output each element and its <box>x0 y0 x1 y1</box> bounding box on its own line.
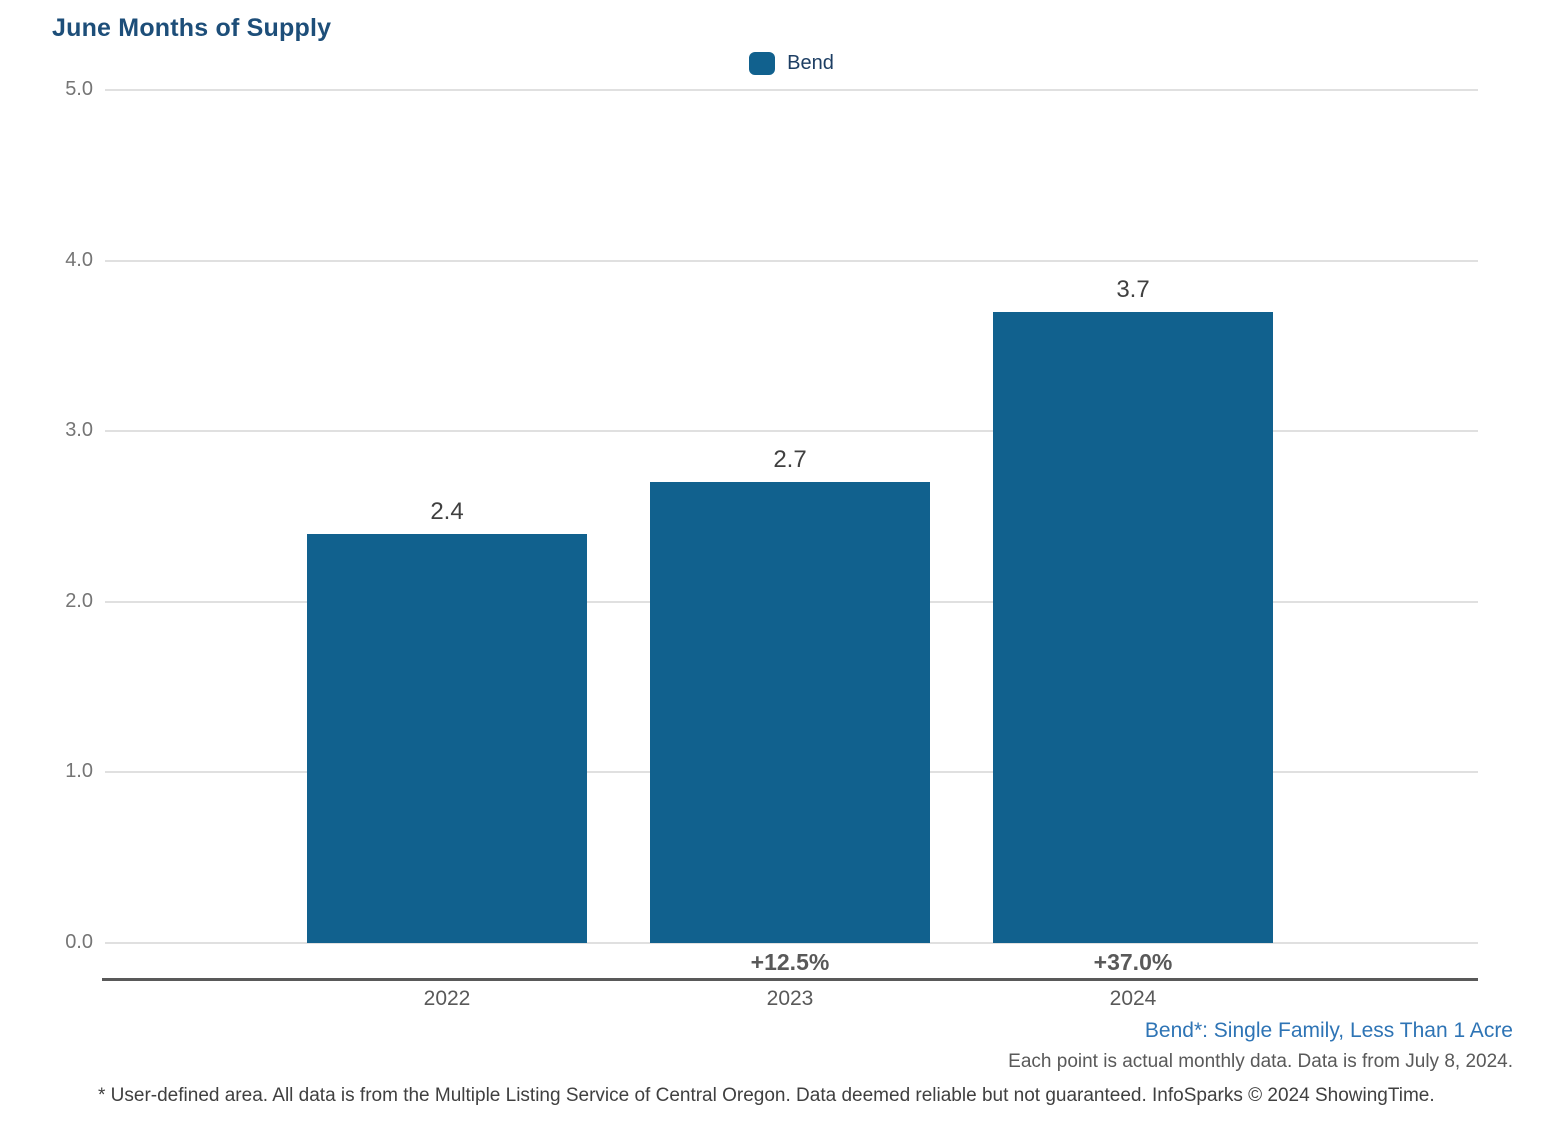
bar-2024[interactable] <box>993 311 1273 943</box>
pct-change-label: +12.5% <box>750 949 830 975</box>
y-axis-tick-label: 4.0 <box>65 248 93 271</box>
chart-title: June Months of Supply <box>52 14 332 42</box>
bar-2022[interactable] <box>307 533 587 943</box>
gridline-5.0 <box>105 89 1478 91</box>
footnote-disclaimer: * User-defined area. All data is from th… <box>98 1085 1435 1106</box>
y-axis-tick-label: 5.0 <box>65 78 93 100</box>
pct-change-label: +37.0% <box>1093 949 1173 975</box>
y-axis-tick-label: 2.0 <box>65 589 93 612</box>
bar-value-label: 2.4 <box>430 497 464 525</box>
footnote-series-definition: Bend*: Single Family, Less Than 1 Acre <box>1144 1019 1513 1042</box>
y-axis-tick-label: 3.0 <box>65 419 93 442</box>
gridline-3.0 <box>105 430 1478 433</box>
x-axis-tick-label: 2024 <box>1109 987 1157 1010</box>
x-axis-tick-label: 2022 <box>423 987 471 1010</box>
legend-label-bend[interactable]: Bend <box>787 52 834 74</box>
footnote-data-source: Each point is actual monthly data. Data … <box>1008 1051 1513 1072</box>
x-axis-tick-label: 2023 <box>766 987 814 1010</box>
bar-2023[interactable] <box>650 482 930 943</box>
gridline-4.0 <box>105 259 1478 262</box>
bar-value-label: 3.7 <box>1116 275 1150 303</box>
gridline-0.0 <box>105 942 1478 944</box>
bar-chart-plot-area: 0.0 1.0 2.0 3.0 4.0 5.0 2.4 2022 2.7 +12.5% 2023 3.… <box>65 78 1478 1010</box>
bar-value-label: 2.7 <box>773 446 807 474</box>
legend-swatch-bend[interactable] <box>749 52 776 75</box>
x-axis-line <box>102 978 1478 981</box>
y-axis-tick-label: 1.0 <box>65 760 93 783</box>
y-axis-tick-label: 0.0 <box>65 931 93 953</box>
legend: Bend <box>105 52 1478 75</box>
